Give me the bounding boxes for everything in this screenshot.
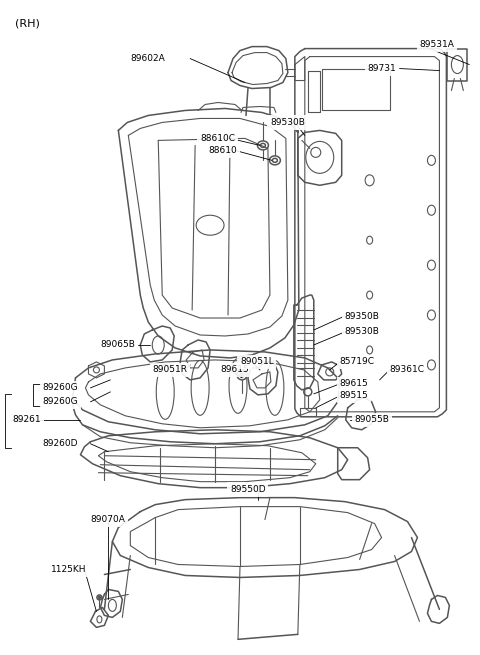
Text: 89550D: 89550D xyxy=(230,485,265,494)
Text: 89615: 89615 xyxy=(340,379,369,388)
Text: 88610C: 88610C xyxy=(200,134,235,143)
Text: 1125KH: 1125KH xyxy=(50,565,86,574)
Text: 89530B: 89530B xyxy=(270,118,305,127)
Text: 89350B: 89350B xyxy=(345,312,380,320)
Text: 89261: 89261 xyxy=(12,415,41,424)
Text: (RH): (RH) xyxy=(15,18,39,29)
Text: 89260D: 89260D xyxy=(43,440,78,448)
Text: 89531A: 89531A xyxy=(420,40,455,49)
Text: 89065B: 89065B xyxy=(100,341,135,350)
Text: 89055B: 89055B xyxy=(355,415,390,424)
Text: 89051R: 89051R xyxy=(152,365,187,375)
Text: 89530B: 89530B xyxy=(345,328,380,337)
Ellipse shape xyxy=(240,373,244,377)
Text: 89361C: 89361C xyxy=(390,365,425,375)
Text: 89051L: 89051L xyxy=(240,358,274,366)
Text: 89731: 89731 xyxy=(368,64,396,73)
Text: 85719C: 85719C xyxy=(340,358,375,366)
Text: 89070A: 89070A xyxy=(90,515,125,524)
Text: 89260G: 89260G xyxy=(43,398,78,406)
Text: 88610: 88610 xyxy=(208,146,237,155)
Text: 89602A: 89602A xyxy=(130,54,165,63)
Text: 89260G: 89260G xyxy=(43,383,78,392)
Text: 89515: 89515 xyxy=(340,391,369,400)
Ellipse shape xyxy=(98,597,100,599)
Text: 89615: 89615 xyxy=(220,365,249,375)
